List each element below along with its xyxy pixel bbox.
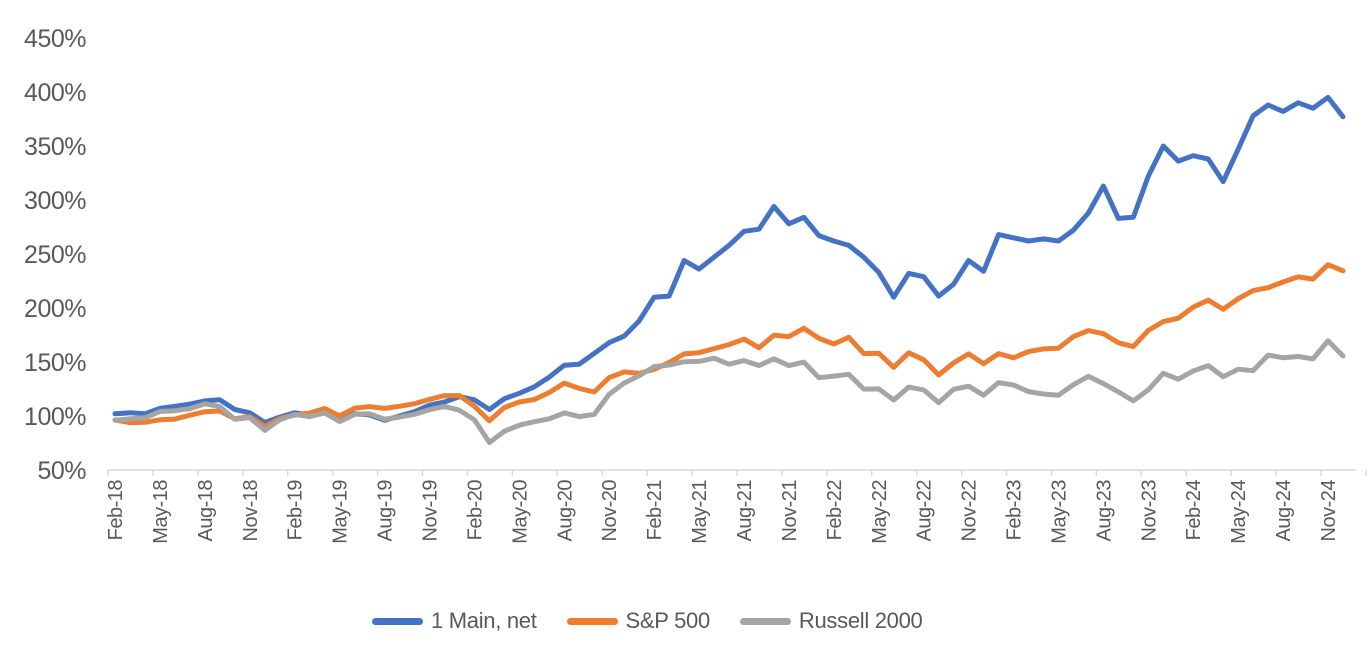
legend-marker-russell-2000 <box>739 617 791 625</box>
legend-item-1-main-net: 1 Main, net <box>372 606 537 636</box>
y-axis-label: 300% <box>24 187 86 215</box>
x-axis-label: May-20 <box>509 480 531 544</box>
x-axis-label: Nov-21 <box>779 480 801 542</box>
x-axis-label: Nov-20 <box>599 480 621 542</box>
x-axis-label: Feb-21 <box>644 480 666 541</box>
x-axis-label: Aug-21 <box>734 480 756 542</box>
x-axis-label: Nov-24 <box>1318 480 1340 542</box>
x-axis-label: Aug-20 <box>554 480 576 542</box>
x-axis-label: May-24 <box>1228 480 1250 544</box>
x-axis-label: Aug-23 <box>1093 480 1115 542</box>
y-axis-label: 400% <box>24 79 86 107</box>
x-axis-label: Feb-20 <box>464 480 486 541</box>
series-line-s-p-500 <box>112 262 1346 429</box>
x-axis-label: Feb-22 <box>824 480 846 541</box>
x-axis-label: Aug-18 <box>195 480 217 542</box>
x-axis-label: Aug-19 <box>375 480 397 542</box>
x-axis-label: May-19 <box>330 480 352 544</box>
legend-marker-1-main-net <box>372 617 423 625</box>
y-axis-label: 200% <box>24 295 86 323</box>
legend-item-sp500: S&P 500 <box>566 606 711 636</box>
x-axis-label: Nov-23 <box>1138 480 1160 542</box>
legend-marker-sp500 <box>566 617 618 625</box>
x-axis-label: Feb-24 <box>1183 480 1205 541</box>
x-axis-label: Feb-23 <box>1004 480 1026 541</box>
x-axis-label: Feb-18 <box>105 480 127 541</box>
y-axis-label: 50% <box>37 457 86 485</box>
x-axis-label: Feb-19 <box>285 480 307 541</box>
y-axis-label: 100% <box>24 403 86 431</box>
x-axis-label: May-18 <box>150 480 172 544</box>
x-axis-label: Nov-18 <box>240 480 262 542</box>
legend-label-russell-2000: Russell 2000 <box>798 608 923 633</box>
series-line-1-main-net <box>112 94 1346 425</box>
chart-legend: 1 Main, net S&P 500 Russell 2000 <box>372 606 923 636</box>
x-axis-label: Aug-24 <box>1273 480 1295 542</box>
x-axis-label: Nov-19 <box>419 480 441 542</box>
legend-item-russell-2000: Russell 2000 <box>739 606 923 636</box>
x-axis-label: Nov-22 <box>959 480 981 542</box>
y-axis-label: 250% <box>24 241 86 269</box>
y-axis-label: 350% <box>24 133 86 161</box>
legend-label-1-main-net: 1 Main, net <box>431 608 537 633</box>
series-line-russell-2000 <box>112 338 1346 445</box>
x-axis-label: Aug-22 <box>914 480 936 542</box>
x-axis-label: May-23 <box>1048 480 1070 544</box>
x-axis-label: May-21 <box>689 480 711 544</box>
y-axis-label: 450% <box>24 25 86 53</box>
x-axis-label: May-22 <box>869 480 891 544</box>
legend-label-sp500: S&P 500 <box>625 608 711 633</box>
y-axis-label: 150% <box>24 349 86 377</box>
